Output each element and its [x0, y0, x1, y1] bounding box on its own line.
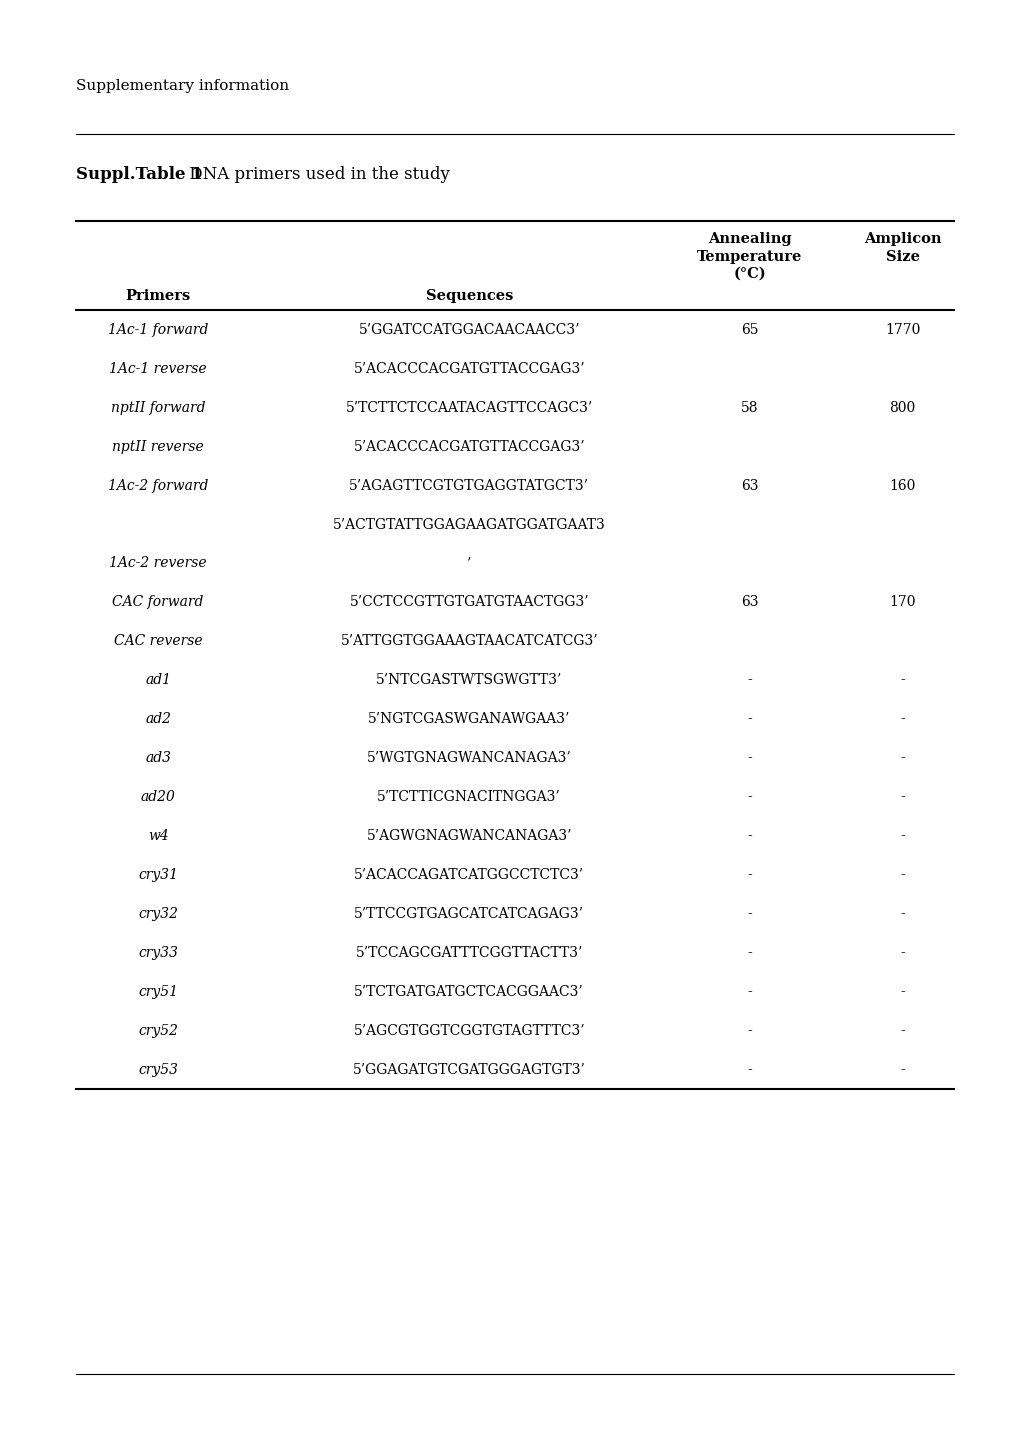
Text: 5’ACACCAGATCATGGCCTCTC3’: 5’ACACCAGATCATGGCCTCTC3’	[354, 869, 584, 882]
Text: 5’NGTCGASWGANAWGAA3’: 5’NGTCGASWGANAWGAA3’	[368, 713, 570, 726]
Text: Suppl.Table 1: Suppl.Table 1	[76, 166, 203, 183]
Text: 5’AGWGNAGWANCANAGA3’: 5’AGWGNAGWANCANAGA3’	[366, 830, 572, 843]
Text: -: -	[900, 791, 904, 804]
Text: 1Ac-1 reverse: 1Ac-1 reverse	[109, 362, 207, 375]
Text: 800: 800	[889, 401, 915, 414]
Text: -: -	[900, 752, 904, 765]
Text: -: -	[747, 947, 751, 960]
Text: nptII reverse: nptII reverse	[112, 440, 204, 453]
Text: 5’ACACCCACGATGTTACCGAG3’: 5’ACACCCACGATGTTACCGAG3’	[353, 440, 585, 453]
Text: 5’GGAGATGTCGATGGGAGTGT3’: 5’GGAGATGTCGATGGGAGTGT3’	[353, 1063, 585, 1076]
Text: -: -	[747, 1025, 751, 1038]
Text: cry53: cry53	[138, 1063, 178, 1076]
Text: 58: 58	[740, 401, 758, 414]
Text: -: -	[747, 986, 751, 999]
Text: Amplicon
Size: Amplicon Size	[863, 232, 941, 264]
Text: nptII forward: nptII forward	[111, 401, 205, 414]
Text: 5’GGATCCATGGACAACAACC3’: 5’GGATCCATGGACAACAACC3’	[358, 323, 580, 336]
Text: cry31: cry31	[138, 869, 178, 882]
Text: DNA primers used in the study: DNA primers used in the study	[183, 166, 449, 183]
Text: -: -	[900, 1025, 904, 1038]
Text: -: -	[747, 830, 751, 843]
Text: -: -	[747, 1063, 751, 1076]
Text: CAC reverse: CAC reverse	[114, 635, 202, 648]
Text: 5’TCTGATGATGCTCACGGAAC3’: 5’TCTGATGATGCTCACGGAAC3’	[354, 986, 584, 999]
Text: cry51: cry51	[138, 986, 178, 999]
Text: -: -	[747, 791, 751, 804]
Text: 1Ac-2 forward: 1Ac-2 forward	[108, 479, 208, 492]
Text: ad2: ad2	[145, 713, 171, 726]
Text: -: -	[900, 713, 904, 726]
Text: ad3: ad3	[145, 752, 171, 765]
Text: 1770: 1770	[884, 323, 919, 336]
Text: 5’TCCAGCGATTTCGGTTACTT3’: 5’TCCAGCGATTTCGGTTACTT3’	[356, 947, 582, 960]
Text: 5’AGAGTTCGTGTGAGGTATGCT3’: 5’AGAGTTCGTGTGAGGTATGCT3’	[348, 479, 589, 492]
Text: CAC forward: CAC forward	[112, 596, 204, 609]
Text: ’: ’	[467, 557, 471, 570]
Text: -: -	[747, 713, 751, 726]
Text: 5’NTCGASTWTSGWGTT3’: 5’NTCGASTWTSGWGTT3’	[376, 674, 561, 687]
Text: Primers: Primers	[125, 289, 191, 303]
Text: 5’ACACCCACGATGTTACCGAG3’: 5’ACACCCACGATGTTACCGAG3’	[353, 362, 585, 375]
Text: 65: 65	[740, 323, 758, 336]
Text: 5’ACTGTATTGGAGAAGATGGATGAAT3: 5’ACTGTATTGGAGAAGATGGATGAAT3	[332, 518, 605, 531]
Text: -: -	[900, 869, 904, 882]
Text: -: -	[747, 869, 751, 882]
Text: Annealing
Temperature
(°C): Annealing Temperature (°C)	[696, 232, 802, 281]
Text: -: -	[900, 908, 904, 921]
Text: 5’CCTCCGTTGTGATGTAACTGG3’: 5’CCTCCGTTGTGATGTAACTGG3’	[350, 596, 588, 609]
Text: 5’TCTTCTCCAATACAGTTCCAGC3’: 5’TCTTCTCCAATACAGTTCCAGC3’	[345, 401, 592, 414]
Text: 5’WGTGNAGWANCANAGA3’: 5’WGTGNAGWANCANAGA3’	[367, 752, 571, 765]
Text: cry33: cry33	[138, 947, 178, 960]
Text: -: -	[900, 947, 904, 960]
Text: w4: w4	[148, 830, 168, 843]
Text: 1Ac-1 forward: 1Ac-1 forward	[108, 323, 208, 336]
Text: cry32: cry32	[138, 908, 178, 921]
Text: 1Ac-2 reverse: 1Ac-2 reverse	[109, 557, 207, 570]
Text: -: -	[747, 908, 751, 921]
Text: 63: 63	[740, 596, 758, 609]
Text: -: -	[747, 674, 751, 687]
Text: 170: 170	[889, 596, 915, 609]
Text: -: -	[900, 1063, 904, 1076]
Text: -: -	[900, 986, 904, 999]
Text: 5’AGCGTGGTCGGTGTAGTTTC3’: 5’AGCGTGGTCGGTGTAGTTTC3’	[353, 1025, 585, 1038]
Text: 5’TCTTICGNACITNGGA3’: 5’TCTTICGNACITNGGA3’	[377, 791, 560, 804]
Text: 5’TTCCGTGAGCATCATCAGAG3’: 5’TTCCGTGAGCATCATCAGAG3’	[354, 908, 584, 921]
Text: Sequences: Sequences	[425, 289, 513, 303]
Text: cry52: cry52	[138, 1025, 178, 1038]
Text: -: -	[900, 830, 904, 843]
Text: -: -	[900, 674, 904, 687]
Text: ad20: ad20	[141, 791, 175, 804]
Text: 63: 63	[740, 479, 758, 492]
Text: 160: 160	[889, 479, 915, 492]
Text: 5’ATTGGTGGAAAGTAACATCATCG3’: 5’ATTGGTGGAAAGTAACATCATCG3’	[340, 635, 597, 648]
Text: Supplementary information: Supplementary information	[76, 79, 289, 94]
Text: ad1: ad1	[145, 674, 171, 687]
Text: -: -	[747, 752, 751, 765]
